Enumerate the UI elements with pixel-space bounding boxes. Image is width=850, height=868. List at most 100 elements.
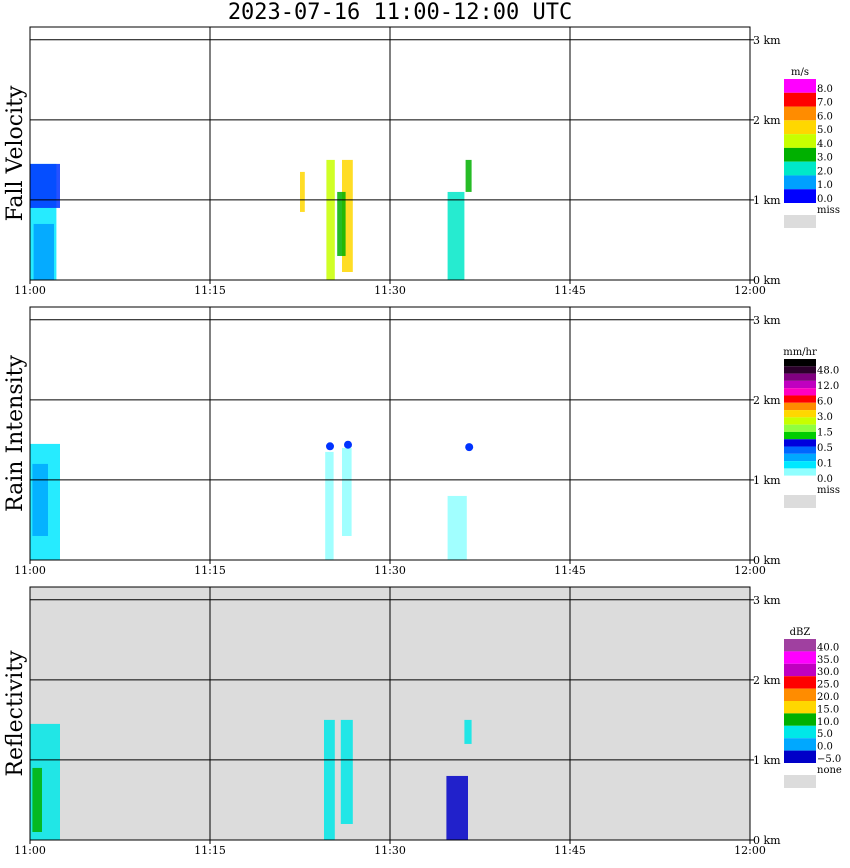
colorbar-swatch [784, 676, 816, 689]
y-tick-label: 0 km [753, 834, 781, 847]
colorbar-swatch [784, 475, 816, 483]
colorbar-swatch [784, 750, 816, 763]
echo-region [326, 159, 335, 280]
echo-region [447, 191, 465, 280]
echo-region [32, 463, 48, 536]
colorbar-label: 10.0 [817, 717, 839, 728]
colorbar-swatch [784, 106, 816, 121]
colorbar-swatch [784, 134, 816, 148]
colorbar-swatch-missing [784, 495, 816, 508]
echo-region [342, 159, 353, 272]
colorbar-swatch [784, 725, 816, 739]
x-tick-label: 11:15 [194, 284, 226, 297]
colorbar-swatch [784, 189, 816, 203]
colorbar-label: 0.0 [817, 474, 833, 485]
echo-region [340, 719, 353, 824]
colorbar-swatch [784, 431, 816, 440]
colorbar-label: 35.0 [817, 655, 839, 666]
colorbar-label-missing: miss [817, 205, 840, 216]
x-tick-label: 12:00 [734, 564, 766, 577]
echo-region [446, 775, 468, 840]
panel-ylabel: Fall Velocity [3, 85, 28, 221]
colorbar-label: 12.0 [817, 381, 839, 392]
y-tick-label: 3 km [753, 594, 781, 607]
x-tick-label: 11:00 [14, 564, 46, 577]
colorbar-label: 3.0 [817, 412, 833, 423]
colorbar-label: 3.0 [817, 153, 833, 164]
x-tick-label: 11:45 [554, 564, 586, 577]
echo-region [465, 159, 472, 192]
colorbar-label: 15.0 [817, 704, 839, 715]
colorbar-label: 40.0 [817, 642, 839, 653]
colorbar-label: 25.0 [817, 680, 839, 691]
colorbar-label: 5.0 [817, 125, 833, 136]
y-tick-label: 0 km [753, 554, 781, 567]
y-tick-label: 2 km [753, 674, 781, 687]
colorbar-swatch [784, 738, 816, 751]
echo-core [465, 443, 474, 452]
panel-ylabel: Rain Intensity [3, 354, 28, 511]
x-tick-label: 11:30 [374, 284, 406, 297]
colorbar-swatch [784, 120, 816, 135]
colorbar-unit: m/s [791, 67, 809, 78]
colorbar-swatch [784, 713, 816, 726]
x-tick-label: 11:30 [374, 564, 406, 577]
colorbar-swatch [784, 359, 816, 367]
colorbar-swatch [784, 92, 816, 107]
colorbar-label: 4.0 [817, 139, 833, 150]
colorbar-swatch-missing [784, 775, 816, 788]
colorbar-swatch [784, 424, 816, 432]
colorbar-swatch [784, 446, 816, 454]
colorbar-swatch [784, 461, 816, 469]
colorbar-swatch [784, 366, 816, 374]
colorbar-swatch [784, 701, 816, 714]
x-tick-label: 11:15 [194, 844, 226, 857]
colorbar-label: 6.0 [817, 111, 833, 122]
x-tick-label: 12:00 [734, 844, 766, 857]
colorbar-swatch [784, 688, 816, 701]
y-tick-label: 1 km [753, 194, 781, 207]
colorbar-swatch [784, 439, 816, 447]
echo-region [447, 495, 467, 560]
echo-region [337, 191, 346, 256]
panel-ylabel: Reflectivity [3, 650, 28, 777]
y-tick-label: 2 km [753, 394, 781, 407]
y-tick-label: 3 km [753, 34, 781, 47]
echo-region [464, 719, 472, 744]
colorbar-label: 30.0 [817, 667, 839, 678]
echo-region [30, 163, 60, 208]
colorbar-swatch [784, 402, 816, 411]
colorbar-label: 0.0 [817, 194, 833, 205]
colorbar-swatch [784, 175, 816, 190]
y-tick-label: 0 km [753, 274, 781, 287]
colorbar-label: 1.5 [817, 428, 833, 439]
colorbar-swatch [784, 639, 816, 652]
colorbar-swatch [784, 161, 816, 176]
echo-region [33, 223, 54, 280]
x-tick-label: 11:00 [14, 284, 46, 297]
echo-core [326, 442, 334, 451]
colorbar-swatch [784, 373, 816, 381]
colorbar-swatch [784, 410, 816, 418]
x-tick-label: 12:00 [734, 284, 766, 297]
y-tick-label: 1 km [753, 474, 781, 487]
echo-region [300, 171, 305, 212]
colorbar-swatch [784, 663, 816, 677]
echo-core [344, 440, 352, 449]
colorbar-label: 0.0 [817, 742, 833, 753]
colorbar-label: −5.0 [817, 754, 841, 765]
echo-region [342, 447, 352, 536]
colorbar-label: 8.0 [817, 84, 833, 95]
colorbar-swatch [784, 453, 816, 462]
colorbar-label: 5.0 [817, 729, 833, 740]
colorbar-label: 0.5 [817, 443, 833, 454]
colorbar-swatch [784, 380, 816, 389]
x-tick-label: 11:00 [14, 844, 46, 857]
colorbar-label-missing: none [817, 765, 842, 776]
echo-region [325, 451, 334, 560]
colorbar-unit: dBZ [790, 627, 811, 638]
y-tick-label: 1 km [753, 754, 781, 767]
x-tick-label: 11:45 [554, 284, 586, 297]
x-tick-label: 11:45 [554, 844, 586, 857]
